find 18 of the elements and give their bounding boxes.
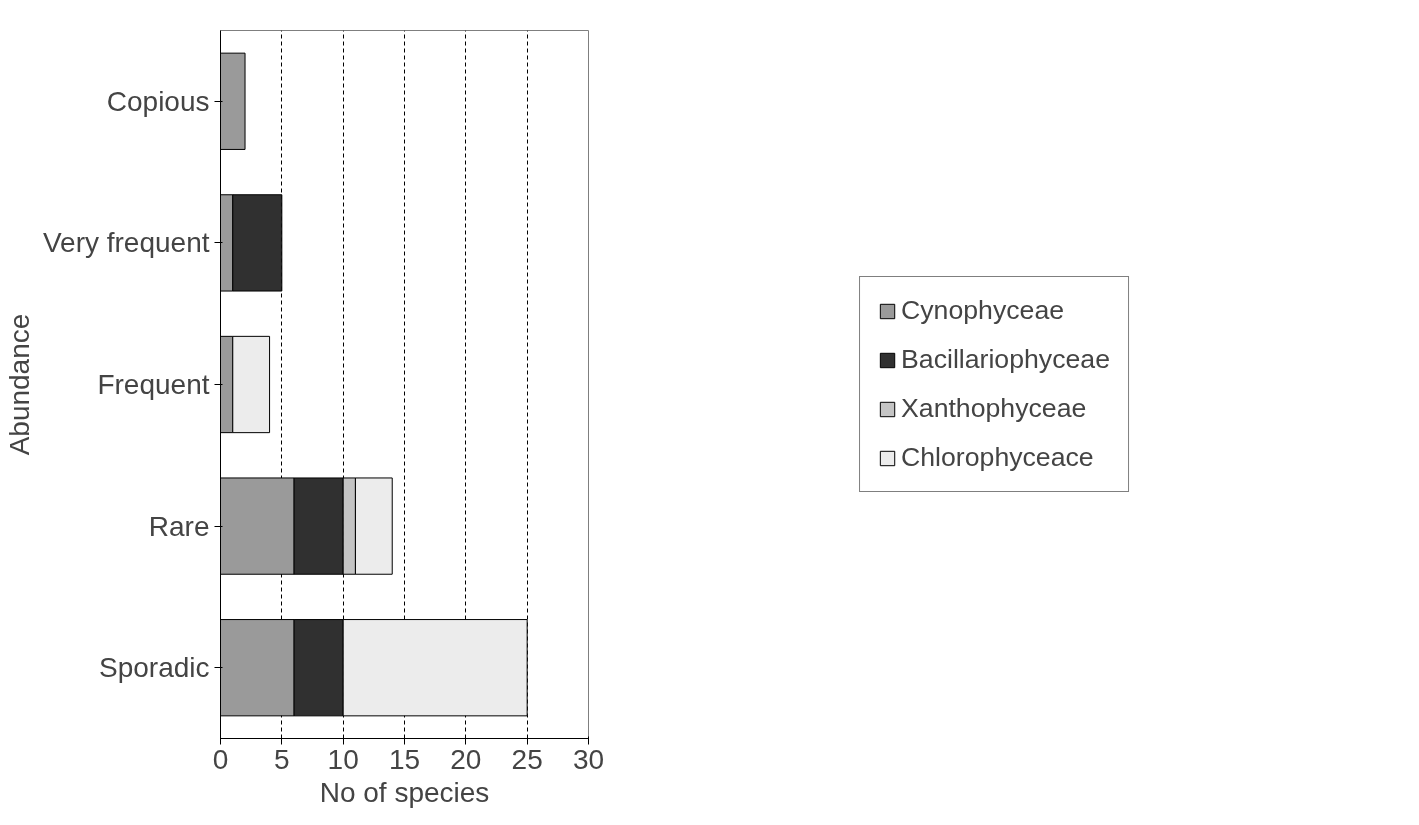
y-tick-label: Very frequent [42, 227, 210, 259]
x-tick-label: 30 [572, 743, 605, 775]
x-tick-label: 20 [450, 743, 482, 775]
x-tick-label: 0 [212, 743, 229, 775]
legend-label: Chlorophyceace [901, 442, 1094, 473]
x-tick-label: 10 [327, 743, 359, 775]
x-axis-title: No of species [319, 776, 490, 808]
x-tick-label: 5 [274, 743, 290, 775]
y-tick-label: Copious [106, 85, 210, 117]
legend-label: Bacillariophyceae [901, 344, 1110, 375]
x-tick-label: 25 [511, 743, 543, 775]
y-tick-label: Frequent [97, 369, 210, 400]
y-axis-title: Abundance [3, 313, 35, 456]
y-tick-label: Sporadic [98, 652, 210, 684]
legend-label: Xanthophyceae [901, 393, 1087, 424]
y-tick-label: Rare [148, 510, 210, 542]
legend-label: Cynophyceae [901, 295, 1065, 326]
x-tick-label: 15 [388, 743, 421, 775]
